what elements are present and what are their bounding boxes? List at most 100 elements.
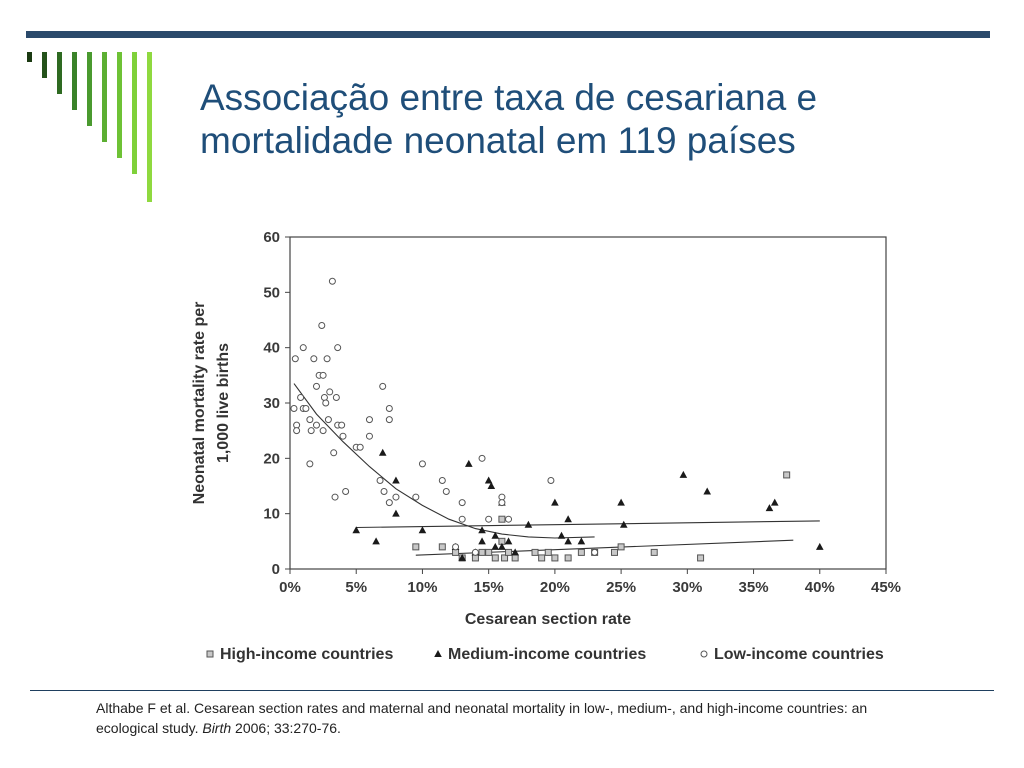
- legend-label: High-income countries: [220, 646, 393, 663]
- data-point: [452, 543, 460, 551]
- x-tick-label: 40%: [805, 579, 835, 596]
- chart-trend-lines: [293, 383, 820, 556]
- deco-stripe: [27, 52, 32, 62]
- data-point: [465, 459, 473, 467]
- data-point: [378, 448, 387, 456]
- data-point: [356, 443, 364, 451]
- title-line-1: Associação entre taxa de cesariana e: [200, 77, 818, 118]
- title-line-2: mortalidade neonatal em 119 países: [200, 120, 796, 161]
- data-point: [491, 542, 500, 550]
- data-point: [765, 504, 774, 512]
- data-point: [312, 382, 320, 390]
- deco-stripe: [72, 52, 77, 110]
- y-axis-label-line-2: 1,000 live births: [215, 343, 232, 463]
- data-point: [392, 493, 400, 501]
- data-point: [306, 460, 314, 468]
- data-point: [471, 548, 479, 556]
- data-point: [307, 427, 315, 435]
- data-point: [619, 520, 628, 528]
- data-point: [610, 548, 618, 556]
- data-point: [498, 515, 506, 523]
- data-point: [320, 393, 328, 401]
- data-point: [299, 344, 307, 352]
- data-point: [319, 427, 327, 435]
- data-point: [478, 537, 486, 545]
- data-point: [385, 499, 393, 507]
- x-tick-label: 45%: [871, 579, 901, 596]
- data-point: [379, 382, 387, 390]
- legend-label: Medium-income countries: [448, 646, 646, 663]
- data-point: [484, 476, 493, 484]
- deco-stripe: [117, 52, 122, 158]
- deco-stripe: [102, 52, 107, 142]
- data-point: [365, 432, 373, 440]
- x-tick-label: 20%: [540, 579, 570, 596]
- data-point: [339, 432, 347, 440]
- data-point: [330, 449, 338, 457]
- data-point: [505, 548, 513, 556]
- data-point: [458, 553, 466, 561]
- data-point: [319, 371, 327, 379]
- legend-label: Low-income countries: [714, 646, 884, 663]
- data-point: [650, 548, 658, 556]
- data-point: [342, 488, 350, 496]
- data-point: [306, 416, 314, 424]
- data-point: [352, 526, 361, 534]
- data-point: [412, 493, 420, 501]
- legend-marker: [700, 650, 708, 658]
- data-point: [577, 537, 586, 545]
- data-point: [617, 543, 625, 551]
- data-point: [498, 499, 506, 507]
- data-point: [478, 548, 486, 556]
- x-axis-label: Cesarean section rate: [465, 611, 631, 628]
- data-point: [524, 520, 533, 528]
- data-point: [385, 416, 393, 424]
- data-point: [328, 277, 336, 285]
- chart-points: [290, 277, 824, 562]
- deco-stripe: [57, 52, 62, 94]
- plot-frame: [289, 236, 887, 570]
- data-point: [498, 542, 506, 550]
- deco-stripe: [87, 52, 92, 126]
- data-point: [438, 476, 446, 484]
- data-point: [697, 554, 705, 562]
- data-point: [412, 543, 420, 551]
- deco-stripe: [42, 52, 47, 78]
- citation-details: 2006; 33:270-76.: [231, 720, 341, 736]
- data-point: [376, 476, 384, 484]
- slide-title: Associação entre taxa de cesariana e mor…: [200, 76, 980, 162]
- data-point: [293, 427, 301, 435]
- data-point: [551, 554, 559, 562]
- y-tick-label: 10: [263, 506, 280, 523]
- data-point: [478, 526, 486, 534]
- data-point: [551, 498, 559, 506]
- data-point: [485, 515, 493, 523]
- data-point: [511, 548, 519, 556]
- y-tick-label: 40: [263, 340, 280, 357]
- x-tick-label: 15%: [474, 579, 504, 596]
- data-point: [511, 554, 519, 562]
- data-point: [783, 471, 791, 479]
- y-tick-label: 60: [263, 229, 280, 246]
- data-point: [544, 548, 552, 556]
- data-point: [310, 355, 318, 363]
- data-point: [392, 509, 400, 517]
- data-point: [392, 476, 400, 484]
- trend-line: [293, 383, 595, 539]
- data-point: [334, 344, 342, 352]
- x-tick-label: 10%: [407, 579, 437, 596]
- data-point: [487, 482, 496, 489]
- chart-legend: High-income countries Medium-income count…: [206, 646, 884, 663]
- x-tick-label: 30%: [672, 579, 702, 596]
- data-point: [312, 421, 320, 429]
- data-point: [504, 537, 513, 545]
- data-point: [679, 470, 688, 478]
- x-tick-label: 25%: [606, 579, 636, 596]
- data-point: [323, 355, 331, 363]
- data-point: [770, 498, 779, 506]
- data-point: [564, 537, 572, 545]
- data-point: [302, 405, 310, 413]
- data-point: [491, 554, 499, 562]
- legend-marker: [434, 650, 442, 657]
- x-tick-label: 35%: [739, 579, 769, 596]
